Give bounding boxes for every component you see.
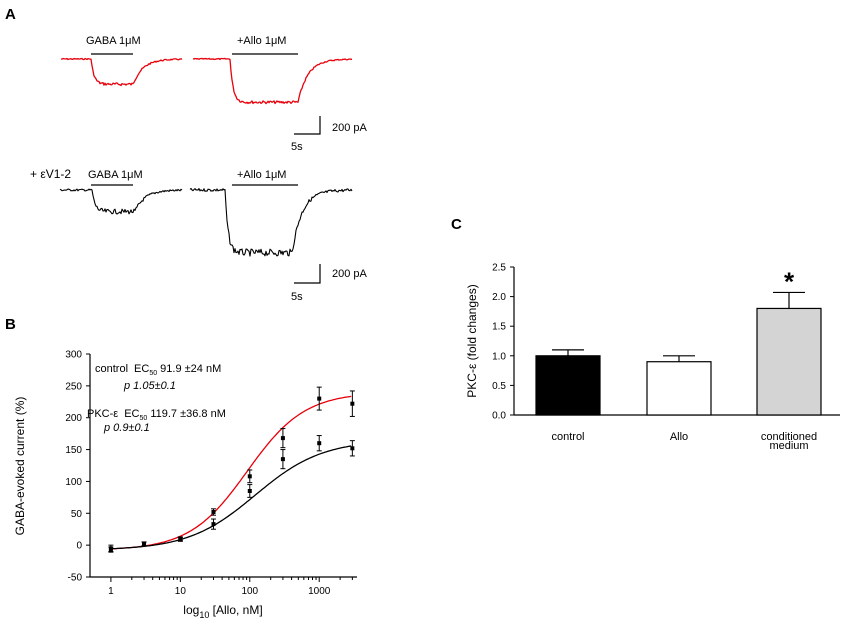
scale-x-label-1: 5s: [291, 141, 303, 153]
data-point-pkc: [247, 488, 252, 493]
panel-a-letter: A: [5, 6, 16, 23]
c-y-tick-label: 0.5: [492, 381, 506, 392]
y-tick-label: 150: [65, 445, 82, 456]
c-y-tick-label: 1.0: [492, 351, 506, 362]
y-tick-label: 250: [65, 381, 82, 392]
x-axis-label-log: log: [183, 603, 199, 617]
y-tick-label: 50: [71, 509, 83, 520]
panel-a-row-2: + εV1-2 GABA 1μM +Allo 1μM 200 pA 5s: [30, 167, 368, 303]
current-trace-allo-ev1-2: [189, 187, 353, 257]
x-tick-group: 1 10 100 1000: [108, 577, 353, 597]
data-point-group: [108, 386, 355, 553]
x-tick-label: 100: [241, 586, 258, 597]
scale-bar-2: [294, 264, 321, 284]
scale-y-label-1: 200 pA: [332, 122, 368, 134]
panel-b-letter: B: [5, 316, 16, 333]
allo-label-1: +Allo 1μM: [237, 35, 286, 47]
allo-label-2: +Allo 1μM: [237, 169, 286, 181]
annotation-control-value: 91.9 ±24 nM: [157, 363, 221, 375]
annotation-control-ec-subscript: 50: [149, 370, 157, 377]
current-trace-gaba-ev1-2: [59, 188, 183, 215]
current-trace-allo-control: [192, 57, 352, 105]
y-tick-label: 300: [65, 350, 82, 361]
category-label: medium: [769, 440, 808, 452]
data-point-control: [280, 436, 285, 441]
data-point-pkc: [108, 546, 113, 551]
data-point-pkc: [280, 457, 285, 462]
annotation-control-p: p 1.05±0.1: [123, 380, 176, 392]
data-point-control: [247, 474, 252, 479]
annotation-control-name: control: [95, 363, 128, 375]
x-tick-label: 1: [108, 586, 114, 597]
annotation-control-ec50: control EC50 91.9 ±24 nM: [95, 363, 221, 377]
data-point-pkc: [211, 522, 216, 527]
scale-x-label-2: 5s: [291, 291, 303, 303]
current-trace-gaba-control: [60, 57, 183, 87]
y-axis-label: GABA-evoked current (%): [13, 397, 27, 536]
annotation-pkc-name: PKC-ε: [87, 408, 118, 420]
x-tick-label: 10: [175, 586, 187, 597]
x-axis-label-subscript: 10: [199, 610, 209, 620]
data-point-control: [350, 401, 355, 406]
significance-asterisk: *: [784, 266, 795, 296]
category-label: Allo: [670, 431, 688, 443]
fit-curve-group: [110, 395, 352, 550]
annotation-pkc-ec: EC: [124, 408, 139, 420]
dose-response-chart: -50 0 50 100 150 200 250 300 1 10 100 1000 GABA-ev…: [13, 350, 357, 620]
gaba-label-2: GABA 1μM: [88, 169, 143, 181]
y-tick-label: 0: [76, 541, 82, 552]
data-point-pkc: [350, 446, 355, 451]
annotation-pkc-value: 119.7 ±36.8 nM: [147, 408, 226, 420]
y-tick-label: 200: [65, 413, 82, 424]
annotation-pkc-ec-subscript: 50: [139, 415, 147, 422]
y-tick-label: -50: [68, 573, 83, 584]
category-label: control: [551, 431, 584, 443]
c-y-tick-group: 0.0 0.5 1.0 1.5 2.0 2.5: [492, 263, 514, 422]
y-tick-label: 100: [65, 477, 82, 488]
c-y-tick-label: 2.5: [492, 263, 506, 274]
category-label: conditioned: [761, 431, 817, 443]
bar-Allo: [646, 361, 712, 416]
data-point-pkc: [142, 541, 147, 546]
scale-y-label-2: 200 pA: [332, 268, 368, 280]
data-point-control: [211, 510, 216, 515]
scale-bar-1: [294, 116, 321, 135]
annotation-control-ec: EC: [134, 363, 149, 375]
x-axis-label: log10 [Allo, nM]: [183, 603, 262, 620]
data-point-pkc: [178, 537, 183, 542]
panel-a-row-1: GABA 1μM +Allo 1μM 200 pA 5s: [60, 35, 368, 153]
panel-c-letter: C: [451, 216, 462, 233]
annotation-pkc-p: p 0.9±0.1: [103, 422, 150, 434]
gaba-label-1: GABA 1μM: [86, 35, 141, 47]
bar-group: *: [535, 266, 822, 416]
data-point-control: [317, 396, 322, 401]
x-tick-label: 1000: [308, 586, 331, 597]
pkc-bar-chart: 0.0 0.5 1.0 1.5 2.0 2.5 * control Allo conditio…: [465, 263, 840, 452]
bar-conditioned-medium: [756, 307, 822, 416]
c-y-tick-label: 2.0: [492, 292, 506, 303]
ev1-2-label: + εV1-2: [30, 167, 71, 181]
annotation-pkc-ec50: PKC-ε EC50 119.7 ±36.8 nM: [87, 408, 226, 422]
y-tick-group: -50 0 50 100 150 200 250 300: [65, 350, 90, 584]
data-point-pkc: [317, 441, 322, 446]
c-y-tick-label: 0.0: [492, 411, 506, 422]
c-y-tick-label: 1.5: [492, 322, 506, 333]
fit-curve-pkc: [110, 445, 352, 550]
x-axis-label-rest: [Allo, nM]: [209, 603, 262, 617]
bar-control: [535, 355, 601, 416]
c-y-axis-label: PKC-ε (fold changes): [465, 284, 479, 397]
